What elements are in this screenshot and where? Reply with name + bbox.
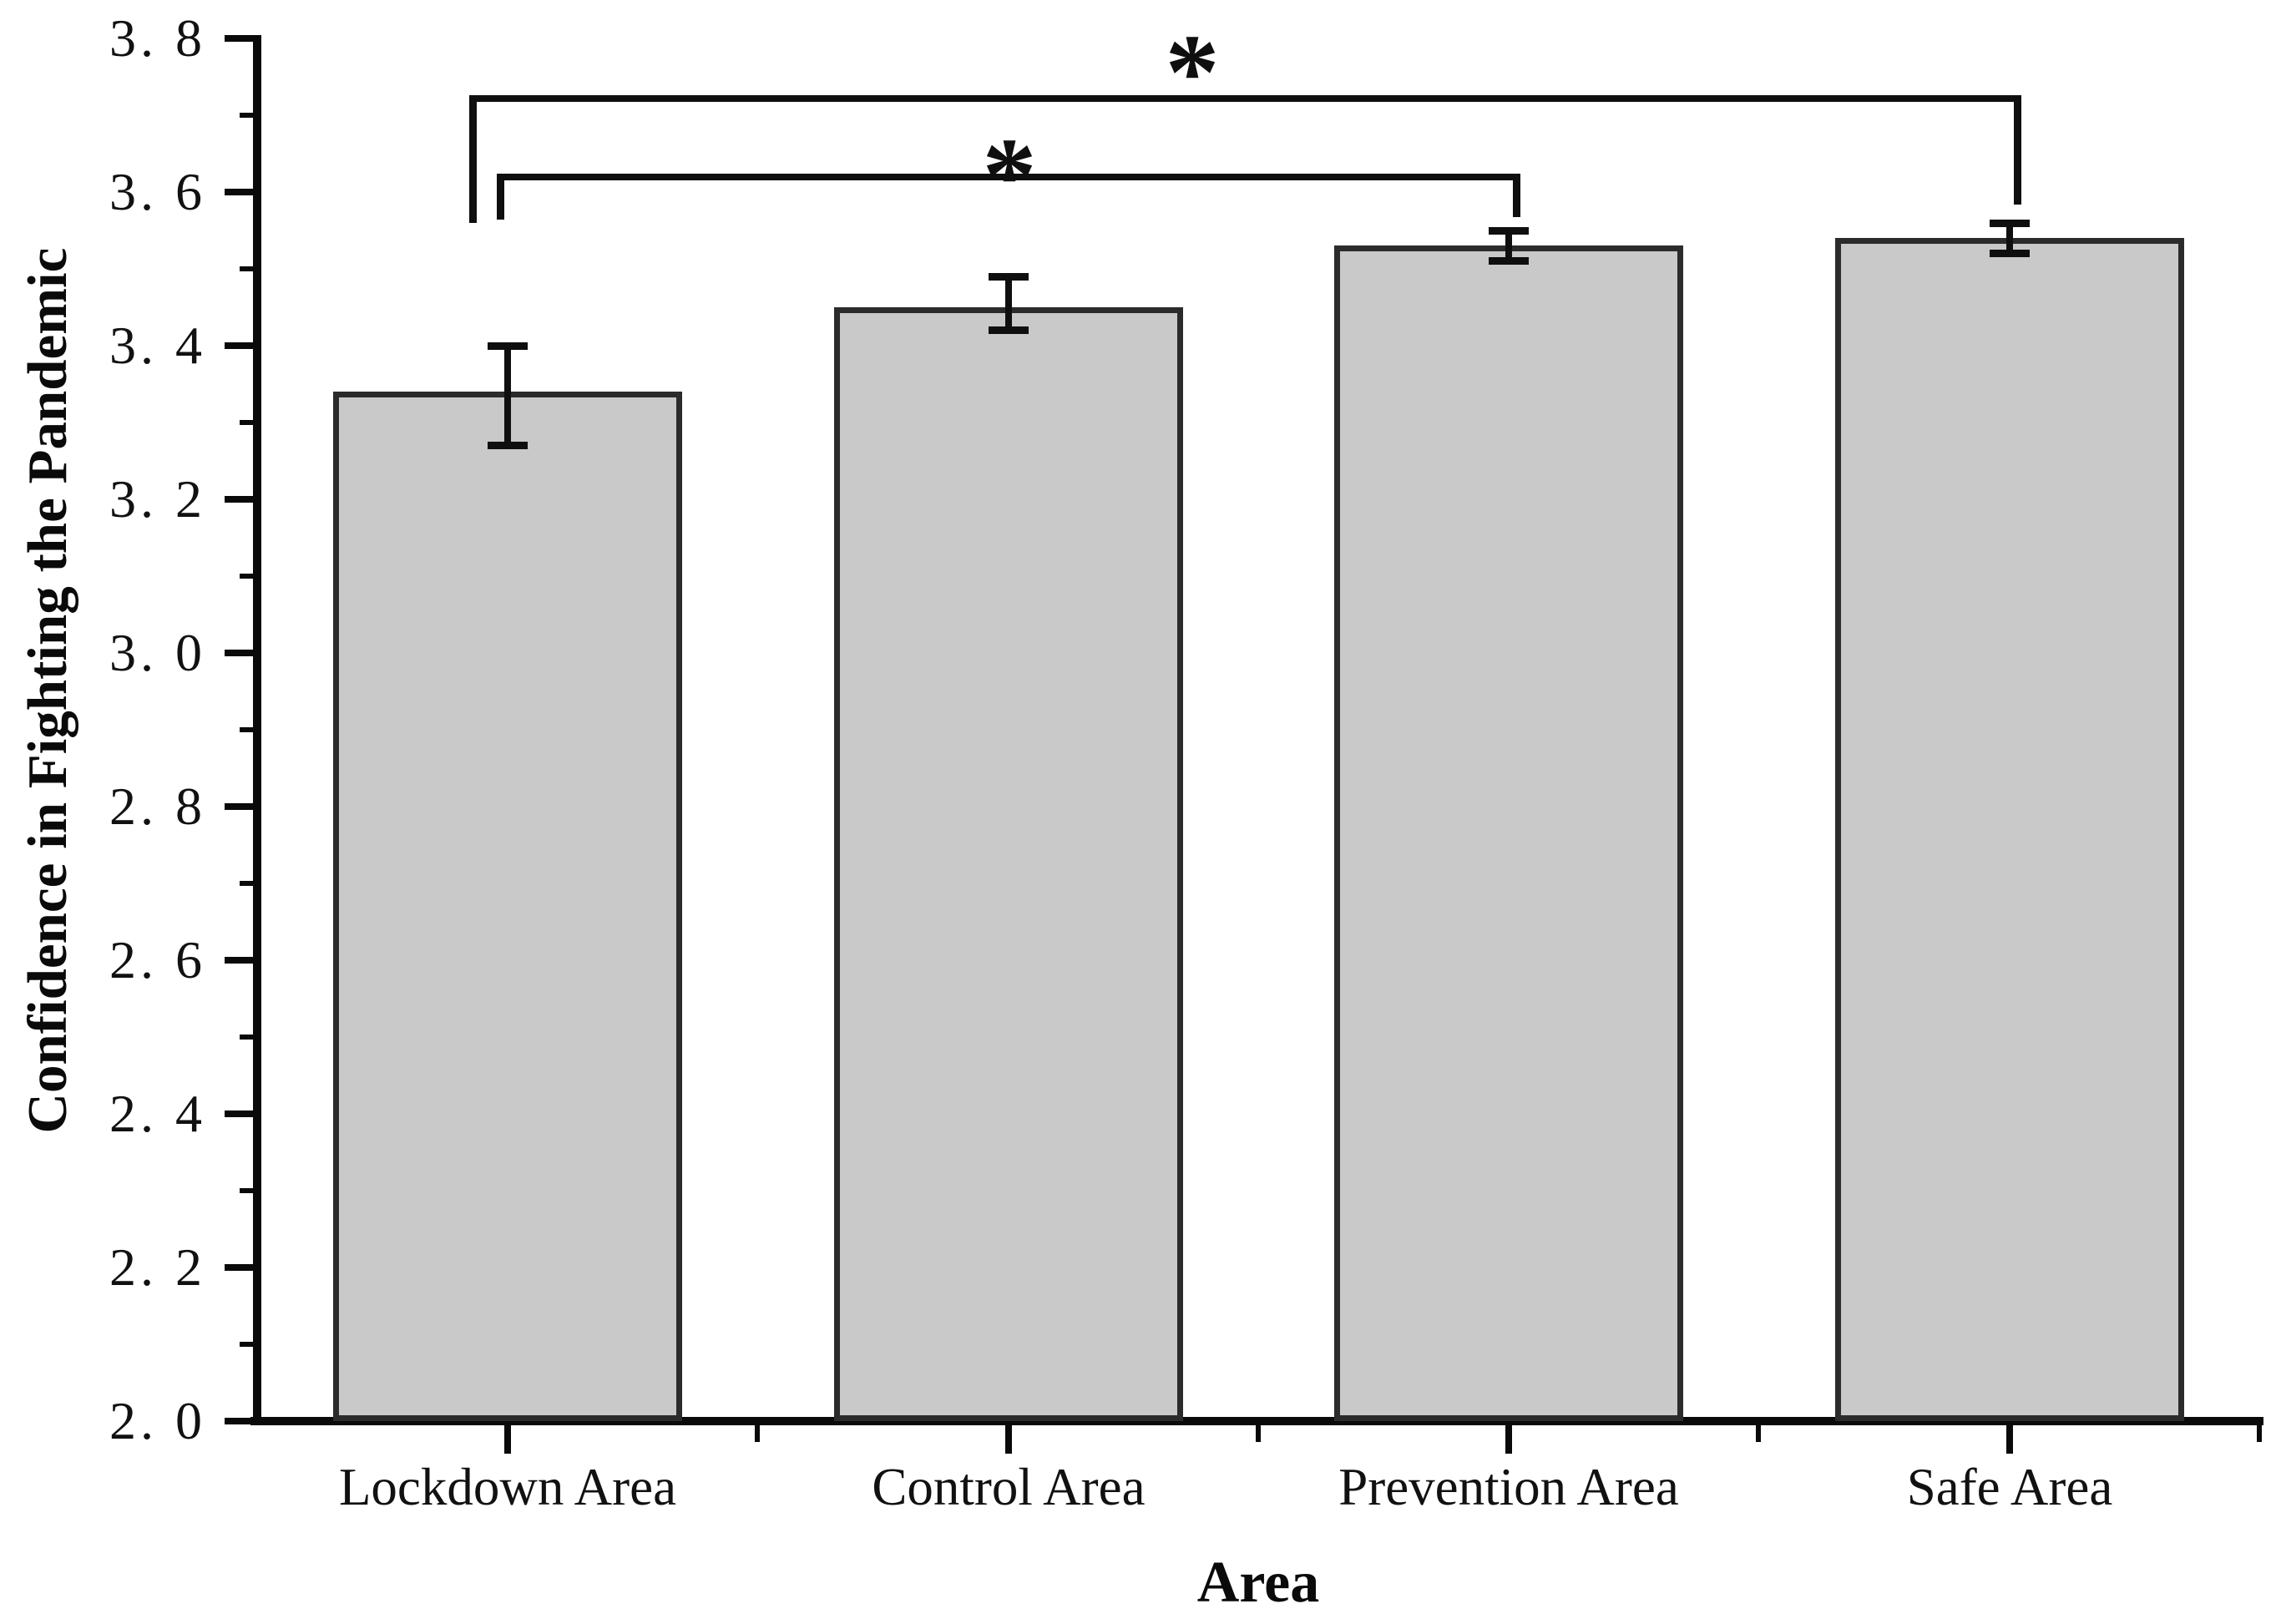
x-minor-tick (1756, 1425, 1761, 1442)
y-major-tick (225, 1110, 253, 1117)
y-major-tick (225, 957, 253, 964)
y-major-tick (225, 1264, 253, 1271)
error-bar-cap-top-safe-area (1990, 220, 2030, 227)
bar-lockdown-area (333, 392, 682, 1421)
error-bar-line-safe-area (2006, 223, 2013, 254)
x-category-label-prevention-area: Prevention Area (1338, 1458, 1679, 1516)
x-category-label-lockdown-area: Lockdown Area (338, 1458, 677, 1516)
x-category-label-safe-area: Safe Area (1906, 1458, 2113, 1516)
y-tick-label: 3. 4 (109, 316, 206, 375)
error-bar-cap-bottom-lockdown-area (488, 442, 528, 449)
error-bar-line-lockdown-area (504, 346, 511, 446)
sig-bracket-bar (497, 174, 1520, 180)
bar-prevention-area (1334, 245, 1683, 1421)
y-tick-label: 2. 8 (109, 777, 206, 836)
y-major-tick (225, 342, 253, 349)
y-tick-label: 2. 6 (109, 930, 206, 989)
y-major-tick (225, 803, 253, 810)
y-major-tick (225, 650, 253, 656)
y-minor-tick (240, 1342, 253, 1347)
y-minor-tick (240, 574, 253, 579)
error-bar-cap-bottom-safe-area (1990, 250, 2030, 257)
sig-bracket-bar (469, 95, 2021, 102)
sig-asterisk: * (1165, 13, 1220, 133)
error-bar-cap-bottom-prevention-area (1489, 257, 1529, 265)
x-major-tick (1005, 1425, 1012, 1454)
x-category-label-control-area: Control Area (872, 1458, 1146, 1516)
y-major-tick (225, 1418, 253, 1424)
x-minor-tick (755, 1425, 760, 1442)
x-major-tick (2006, 1425, 2013, 1454)
y-tick-label: 2. 0 (109, 1391, 206, 1450)
y-tick-label: 3. 6 (109, 162, 206, 221)
error-bar-cap-top-lockdown-area (488, 342, 528, 350)
sig-bracket-right-tail (1513, 174, 1520, 217)
error-bar-cap-bottom-control-area (989, 326, 1029, 334)
y-tick-label: 2. 2 (109, 1237, 206, 1297)
bar-control-area (834, 307, 1183, 1421)
y-tick-label: 3. 8 (109, 8, 206, 68)
y-minor-tick (240, 881, 253, 886)
y-minor-tick (240, 1035, 253, 1040)
sig-asterisk: * (982, 116, 1037, 236)
sig-bracket-right-tail (2014, 95, 2021, 205)
x-major-tick (504, 1425, 511, 1454)
y-axis-line (253, 35, 261, 1425)
x-major-tick (1505, 1425, 1512, 1454)
error-bar-line-prevention-area (1505, 230, 1512, 261)
sig-bracket-left-tail (497, 174, 504, 220)
sig-bracket-left-tail (469, 95, 477, 223)
error-bar-cap-top-prevention-area (1489, 227, 1529, 235)
y-tick-label: 3. 0 (109, 623, 206, 682)
x-minor-tick (2257, 1425, 2262, 1442)
y-minor-tick (240, 1188, 253, 1193)
x-minor-tick (1256, 1425, 1261, 1442)
y-minor-tick (240, 266, 253, 271)
y-major-tick (225, 189, 253, 195)
bar-safe-area (1835, 238, 2184, 1421)
y-major-tick (225, 496, 253, 503)
y-minor-tick (240, 420, 253, 425)
x-axis-title: Area (1196, 1551, 1320, 1615)
y-tick-label: 3. 2 (109, 469, 206, 529)
error-bar-cap-top-control-area (989, 273, 1029, 281)
y-minor-tick (240, 727, 253, 732)
y-major-tick (225, 35, 253, 42)
y-minor-tick (240, 113, 253, 118)
y-axis-title: Confidence in Fighting the Pandemic (17, 247, 78, 1134)
y-tick-label: 2. 4 (109, 1084, 206, 1143)
x-axis-line (250, 1417, 2263, 1425)
error-bar-line-control-area (1005, 276, 1012, 331)
